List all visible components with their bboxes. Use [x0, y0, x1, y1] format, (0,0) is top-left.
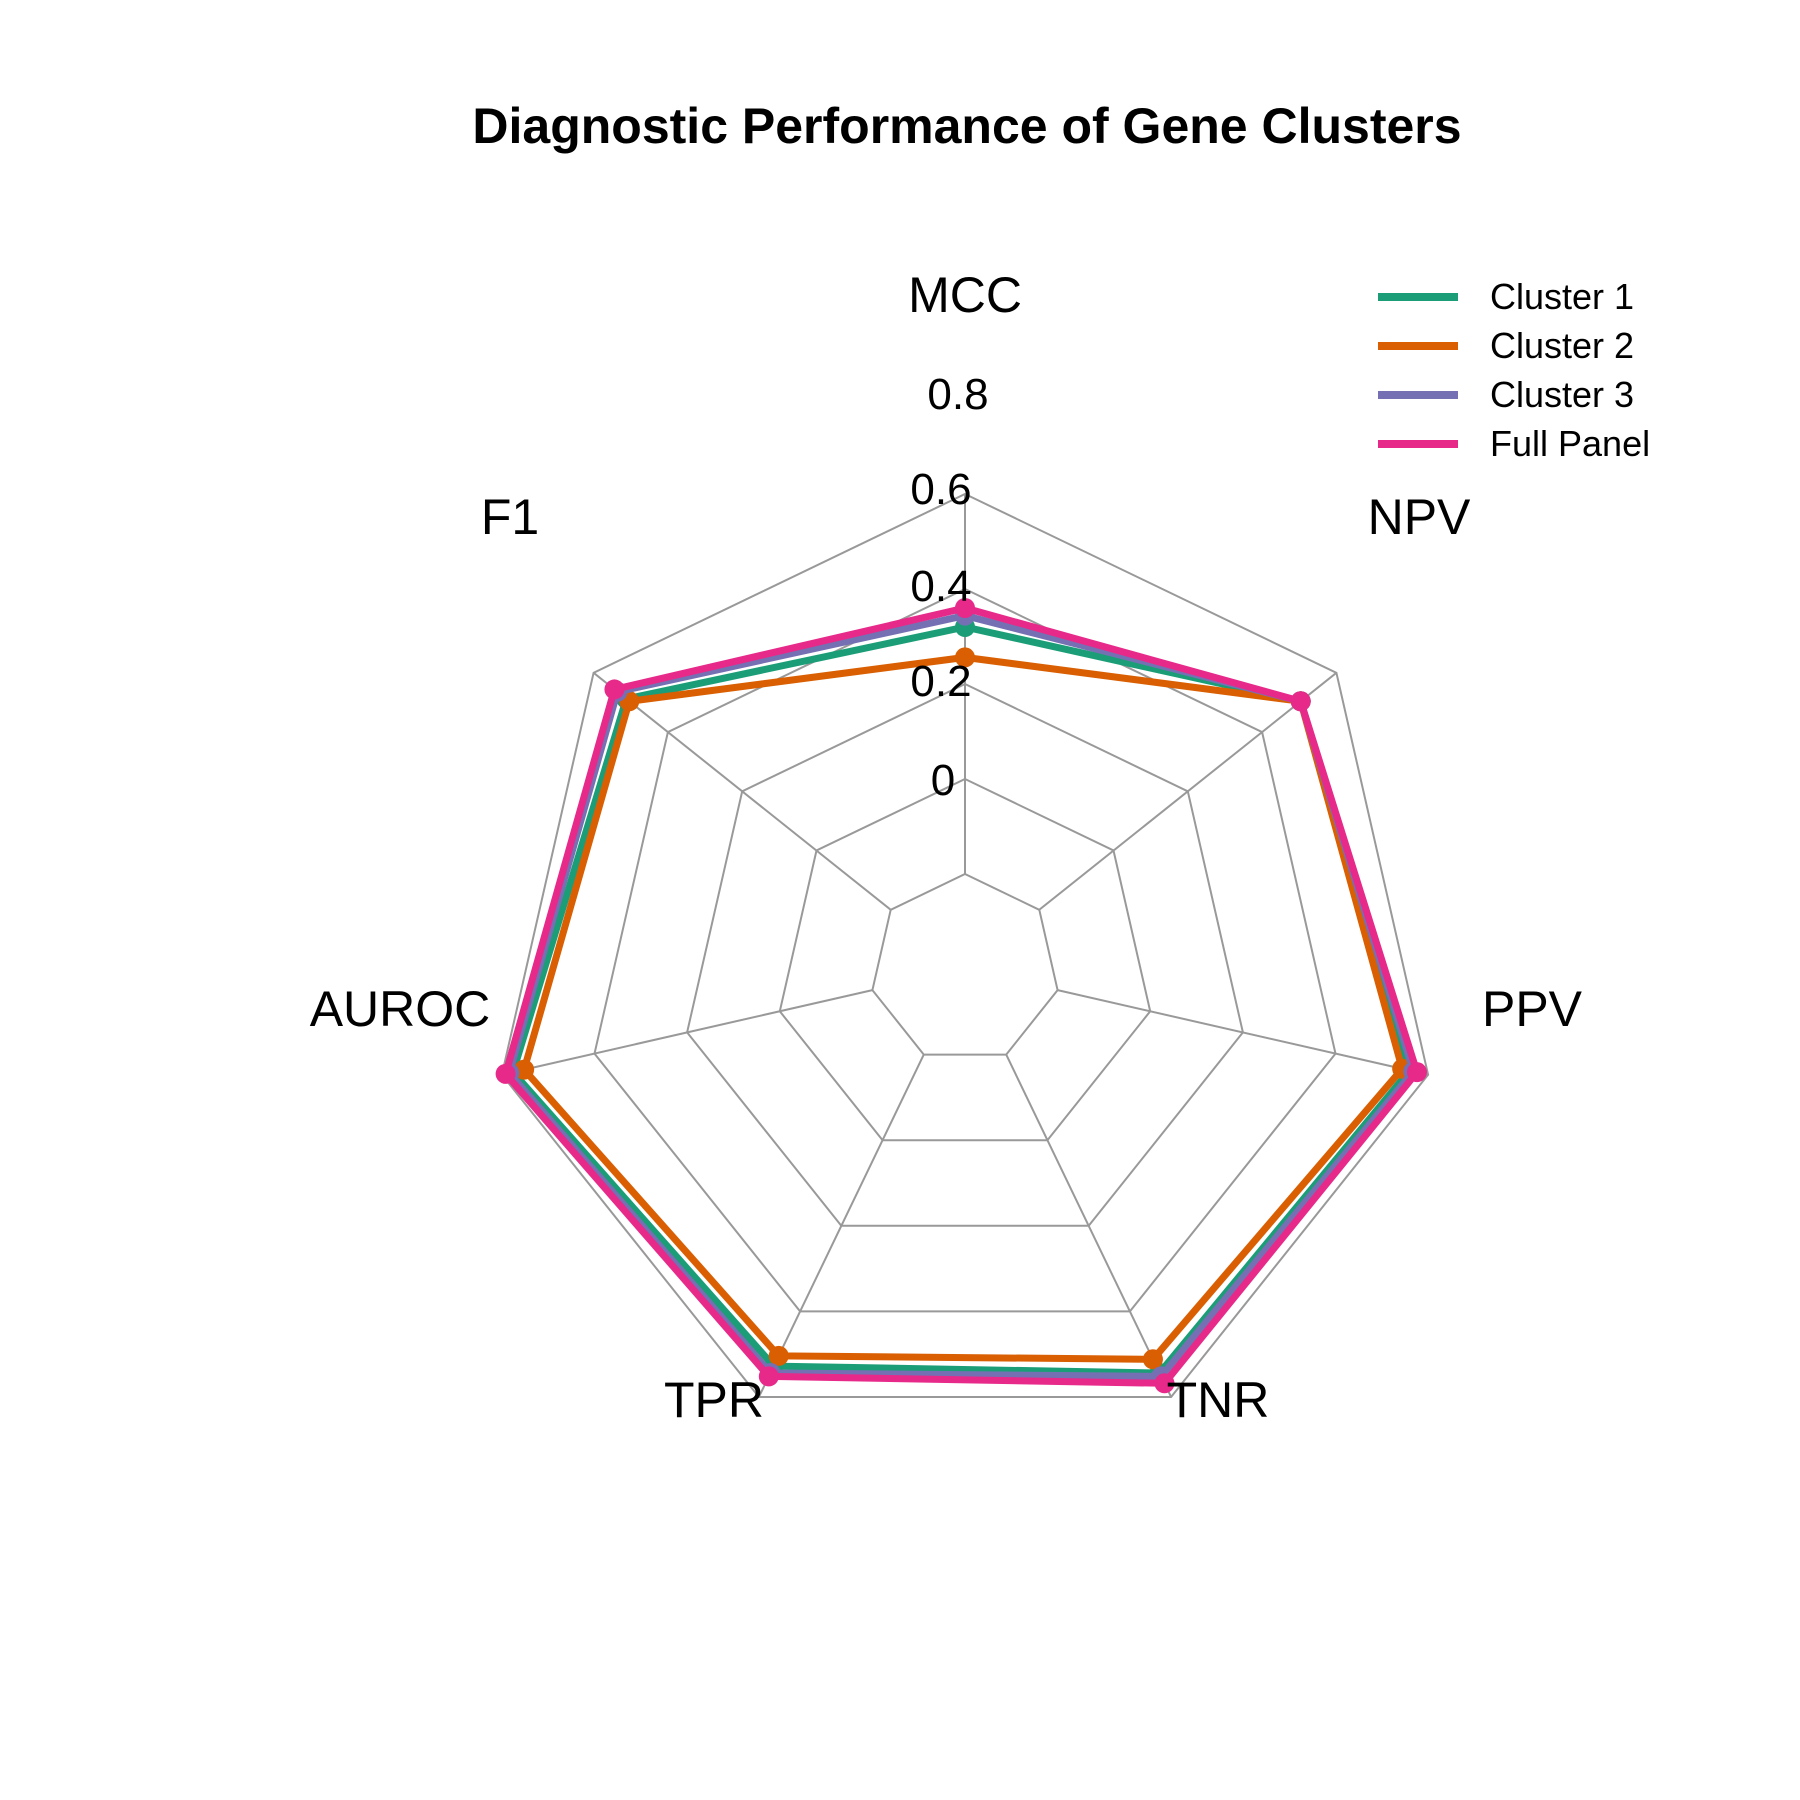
- point-full-panel-tnr: [1154, 1373, 1175, 1394]
- point-cluster-2-tnr: [1142, 1349, 1163, 1370]
- point-cluster-2-tpr: [768, 1345, 789, 1366]
- axis-label-f1: F1: [481, 489, 539, 545]
- point-full-panel-auroc: [495, 1063, 516, 1084]
- tick-label-0: 0: [931, 756, 955, 805]
- point-full-panel-ppv: [1406, 1062, 1427, 1083]
- point-full-panel-mcc: [955, 598, 975, 618]
- legend-item-cluster-1: Cluster 1: [1378, 276, 1634, 317]
- axis-label-tpr: TPR: [664, 1372, 764, 1428]
- series-cluster-2: [514, 647, 1413, 1370]
- grid-ring-1: [778, 777, 1152, 1142]
- axis-label-tnr: TNR: [1167, 1372, 1270, 1428]
- chart-title: Diagnostic Performance of Gene Clusters: [472, 98, 1461, 154]
- spoke-ppv: [1057, 989, 1429, 1076]
- point-full-panel-npv: [1290, 691, 1311, 712]
- radar-axis-labels: MCC NPV PPV TNR TPR AUROC F1: [310, 267, 1583, 1428]
- spoke-tpr: [758, 1054, 925, 1398]
- legend-label-cluster-3: Cluster 3: [1490, 374, 1634, 415]
- radar-tick-labels: 0 0.2 0.4 0.6 0.8: [910, 370, 988, 805]
- chart-legend: Cluster 1 Cluster 2 Cluster 3 Full Panel: [1378, 276, 1650, 464]
- axis-label-mcc: MCC: [908, 267, 1022, 323]
- tick-label-3: 0.6: [910, 465, 971, 514]
- axis-label-auroc: AUROC: [310, 981, 491, 1037]
- spoke-tnr: [1005, 1054, 1172, 1398]
- point-full-panel-f1: [604, 679, 625, 700]
- grid-ring-0: [871, 872, 1059, 1056]
- series-line-full-panel: [502, 604, 1421, 1387]
- point-full-panel-tpr: [758, 1366, 779, 1387]
- tick-label-2: 0.4: [910, 562, 971, 611]
- legend-item-full-panel: Full Panel: [1378, 423, 1650, 464]
- spoke-f1: [593, 672, 892, 911]
- legend-label-cluster-2: Cluster 2: [1490, 325, 1634, 366]
- axis-label-ppv: PPV: [1482, 981, 1583, 1037]
- series-cluster-1: [503, 617, 1420, 1383]
- spoke-auroc: [501, 989, 873, 1076]
- grid-ring-2: [686, 682, 1244, 1227]
- series-cluster-3: [499, 605, 1424, 1387]
- legend-label-full-panel: Full Panel: [1490, 423, 1650, 464]
- grid-ring-3: [593, 587, 1337, 1313]
- tick-label-4: 0.8: [927, 370, 988, 419]
- series-full-panel: [495, 598, 1427, 1394]
- radar-grid: [500, 492, 1430, 1398]
- legend-label-cluster-1: Cluster 1: [1490, 276, 1634, 317]
- point-cluster-2-mcc: [955, 647, 975, 668]
- radar-series: [495, 598, 1427, 1394]
- spoke-npv: [1038, 672, 1337, 911]
- grid-ring-4: [500, 492, 1430, 1398]
- axis-label-npv: NPV: [1368, 489, 1471, 545]
- tick-label-1: 0.2: [910, 657, 971, 706]
- legend-item-cluster-2: Cluster 2: [1378, 325, 1634, 366]
- legend-item-cluster-3: Cluster 3: [1378, 374, 1634, 415]
- series-line-cluster-1: [509, 623, 1414, 1377]
